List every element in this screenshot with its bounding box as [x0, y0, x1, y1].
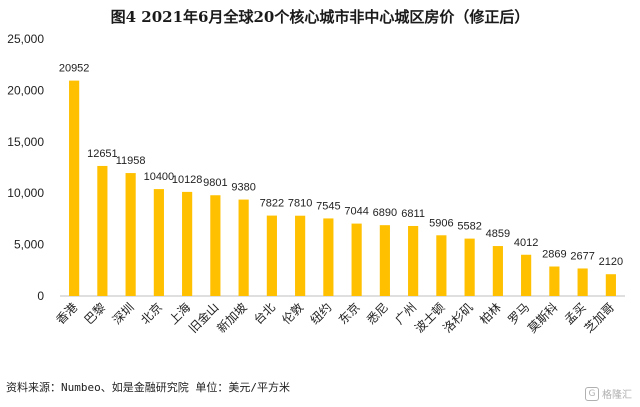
x-tick-label: 纽约 [307, 300, 335, 328]
bar-chart: 0 5,000 10,000 15,000 20,000 25,000 20952 1265… [7, 32, 625, 336]
data-label: 7822 [260, 198, 284, 210]
y-tick-label: 10,000 [7, 186, 44, 200]
data-label: 2120 [599, 256, 623, 268]
data-label: 20952 [59, 63, 90, 75]
y-tick-label: 25,000 [7, 32, 44, 46]
x-tick-label: 旧金山 [185, 300, 221, 336]
data-label: 7810 [288, 198, 312, 210]
bar [97, 165, 108, 296]
bar [521, 254, 532, 296]
data-label: 4859 [486, 228, 510, 240]
bar [69, 80, 80, 297]
bar [549, 266, 560, 296]
data-label: 4012 [514, 237, 538, 249]
bar [379, 225, 390, 296]
data-label: 5582 [457, 221, 481, 233]
data-label: 7545 [316, 200, 340, 212]
data-label: 2677 [570, 250, 594, 262]
bars [69, 80, 616, 297]
bar [351, 223, 362, 296]
x-tick-label: 伦敦 [279, 300, 307, 328]
bar [295, 215, 306, 296]
x-tick-label: 台北 [250, 300, 278, 328]
y-tick-label: 15,000 [7, 135, 44, 149]
x-tick-label: 香港 [53, 300, 80, 327]
bar [492, 246, 503, 296]
bar [577, 268, 588, 296]
watermark-logo-icon: G [585, 386, 599, 401]
bar [323, 218, 334, 296]
data-label: 9380 [231, 182, 255, 194]
data-label: 10128 [172, 174, 203, 186]
x-tick-label: 莫斯科 [525, 300, 560, 335]
bar [238, 199, 249, 296]
x-tick-label: 柏林 [476, 300, 504, 328]
y-tick-label: 20,000 [7, 83, 44, 97]
bar [408, 225, 419, 296]
data-label: 10400 [144, 171, 175, 183]
x-tick-label: 芝加哥 [581, 300, 617, 336]
bar [266, 215, 277, 296]
y-tick-label: 5,000 [14, 238, 44, 252]
x-tick-label: 深圳 [110, 300, 137, 327]
data-label: 6811 [401, 208, 425, 220]
y-tick-label: 0 [37, 289, 44, 303]
x-tick-label: 巴黎 [82, 300, 109, 327]
bar [125, 173, 136, 296]
data-label: 12651 [87, 148, 118, 160]
data-label: 11958 [116, 155, 146, 167]
x-tick-label: 新加坡 [214, 300, 250, 336]
data-label: 5906 [429, 217, 453, 229]
watermark-text: 格隆汇 [602, 390, 632, 401]
bar [153, 189, 164, 296]
chart-title: 图4 2021年6月全球20个核心城市非中心城区房价（修正后） [110, 8, 530, 26]
x-tick-label: 波士顿 [412, 300, 447, 335]
data-label: 2869 [542, 249, 566, 261]
bar [210, 195, 221, 296]
bar [605, 274, 616, 296]
data-label: 7044 [344, 206, 368, 218]
bar [182, 191, 193, 296]
data-label: 6890 [373, 207, 397, 219]
source-note: 资料来源：Numbeo、如是金融研究院 单位：美元/平方米 [6, 381, 290, 394]
watermark: G 格隆汇 [585, 386, 632, 401]
bar [436, 235, 447, 296]
x-tick-label: 悉尼 [364, 300, 391, 327]
data-label: 9801 [203, 177, 227, 189]
bar [464, 238, 475, 296]
x-tick-label: 北京 [138, 300, 165, 327]
x-tick-label: 洛杉矶 [440, 300, 476, 336]
x-tick-label: 东京 [336, 300, 363, 327]
